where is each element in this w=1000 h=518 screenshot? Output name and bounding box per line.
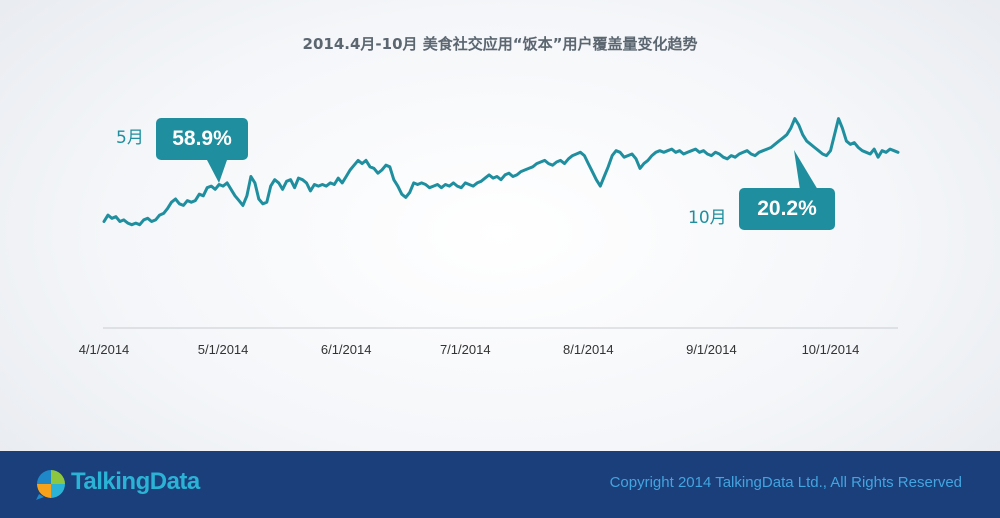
callout-oct-label: 10月 — [688, 208, 727, 228]
x-tick-label: 7/1/2014 — [440, 342, 491, 357]
callout-oct-value: 20.2% — [739, 188, 835, 230]
x-tick-label: 8/1/2014 — [563, 342, 614, 357]
x-tick-label: 10/1/2014 — [802, 342, 860, 357]
line-chart: 4/1/2014 5/1/2014 6/1/2014 7/1/2014 8/1/2014… — [79, 117, 900, 357]
copyright-text: Copyright 2014 TalkingData Ltd., All Rig… — [609, 474, 962, 491]
x-tick-label: 5/1/2014 — [198, 342, 249, 357]
chat-bubble-pie-icon — [36, 470, 65, 500]
callout-may-label: 5月 — [116, 128, 144, 148]
callout-may-value: 58.9% — [156, 118, 248, 160]
talkingdata-logo: TalkingData — [34, 467, 200, 501]
brand-name: TalkingData — [71, 468, 200, 495]
footer-bar: TalkingData Copyright 2014 TalkingData L… — [0, 451, 1000, 518]
chart-title: 2014.4月-10月 美食社交应用“饭本”用户覆盖量变化趋势 — [302, 35, 698, 53]
callout-may-pointer — [207, 160, 227, 183]
x-tick-label: 4/1/2014 — [79, 342, 130, 357]
callout-oct-pointer — [794, 150, 818, 190]
x-tick-labels: 4/1/2014 5/1/2014 6/1/2014 7/1/2014 8/1/2014… — [79, 342, 860, 357]
x-tick-label: 6/1/2014 — [321, 342, 372, 357]
series-line — [102, 117, 900, 227]
x-tick-label: 9/1/2014 — [686, 342, 737, 357]
